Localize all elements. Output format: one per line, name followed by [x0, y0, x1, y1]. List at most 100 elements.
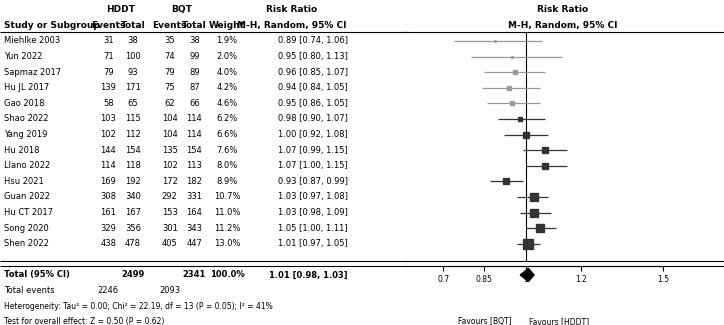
Text: 1.5: 1.5: [657, 275, 670, 284]
Text: Yun 2022: Yun 2022: [4, 52, 43, 61]
Text: 192: 192: [125, 177, 141, 186]
Text: 6.2%: 6.2%: [216, 114, 237, 124]
Text: 308: 308: [101, 192, 117, 202]
Text: 113: 113: [186, 161, 202, 170]
Text: 8.0%: 8.0%: [216, 161, 237, 170]
Text: 0.94 [0.84, 1.05]: 0.94 [0.84, 1.05]: [278, 83, 348, 92]
Text: 114: 114: [186, 130, 202, 139]
Text: 0.98 [0.90, 1.07]: 0.98 [0.90, 1.07]: [278, 114, 348, 124]
Text: 1.03 [0.97, 1.08]: 1.03 [0.97, 1.08]: [278, 192, 348, 202]
Text: 169: 169: [101, 177, 117, 186]
Text: HDDT: HDDT: [106, 5, 135, 14]
Text: 0.7: 0.7: [437, 275, 449, 284]
Text: 31: 31: [103, 36, 114, 46]
Text: Llano 2022: Llano 2022: [4, 161, 51, 170]
Text: 112: 112: [125, 130, 141, 139]
Text: Weight: Weight: [209, 21, 245, 30]
Text: 1: 1: [523, 275, 528, 284]
Text: 438: 438: [101, 239, 117, 248]
Text: 87: 87: [189, 83, 200, 92]
Text: Total (95% CI): Total (95% CI): [4, 270, 70, 280]
Text: 0.89 [0.74, 1.06]: 0.89 [0.74, 1.06]: [278, 36, 348, 46]
Text: 1.9%: 1.9%: [216, 36, 237, 46]
Text: 99: 99: [189, 52, 200, 61]
Text: 292: 292: [162, 192, 177, 202]
Text: Yang 2019: Yang 2019: [4, 130, 48, 139]
Text: Miehlke 2003: Miehlke 2003: [4, 36, 60, 46]
Text: 8.9%: 8.9%: [216, 177, 237, 186]
Text: 100.0%: 100.0%: [210, 270, 245, 280]
Text: 102: 102: [101, 130, 117, 139]
Text: 2.0%: 2.0%: [216, 52, 237, 61]
Text: 11.0%: 11.0%: [214, 208, 240, 217]
Text: 172: 172: [162, 177, 177, 186]
Text: 329: 329: [101, 224, 117, 233]
Text: Total: Total: [182, 21, 206, 30]
Text: 182: 182: [186, 177, 202, 186]
Text: 331: 331: [186, 192, 202, 202]
Text: 7.6%: 7.6%: [216, 146, 237, 155]
Polygon shape: [521, 268, 534, 281]
Text: 79: 79: [103, 68, 114, 77]
Text: Total events: Total events: [4, 286, 55, 295]
Text: 89: 89: [189, 68, 200, 77]
Text: 301: 301: [162, 224, 177, 233]
Text: 118: 118: [125, 161, 141, 170]
Text: 139: 139: [101, 83, 117, 92]
Text: 104: 104: [162, 114, 177, 124]
Text: 1.05 [1.00, 1.11]: 1.05 [1.00, 1.11]: [278, 224, 348, 233]
Text: 447: 447: [186, 239, 202, 248]
Text: 0.85: 0.85: [476, 275, 493, 284]
Text: 161: 161: [101, 208, 117, 217]
Text: 2246: 2246: [98, 286, 119, 295]
Text: 164: 164: [186, 208, 202, 217]
Text: 102: 102: [162, 161, 177, 170]
Text: Risk Ratio: Risk Ratio: [266, 5, 317, 14]
Text: Guan 2022: Guan 2022: [4, 192, 50, 202]
Text: 340: 340: [125, 192, 141, 202]
Text: 0.95 [0.86, 1.05]: 0.95 [0.86, 1.05]: [278, 99, 348, 108]
Text: Favours [HDDT]: Favours [HDDT]: [529, 317, 589, 325]
Text: 144: 144: [101, 146, 117, 155]
Text: 4.2%: 4.2%: [216, 83, 237, 92]
Text: 6.6%: 6.6%: [216, 130, 237, 139]
Text: Events: Events: [91, 21, 125, 30]
Text: Hu JL 2017: Hu JL 2017: [4, 83, 49, 92]
Text: Sapmaz 2017: Sapmaz 2017: [4, 68, 62, 77]
Text: 100: 100: [125, 52, 141, 61]
Text: Total: Total: [121, 21, 146, 30]
Text: 1.00 [0.92, 1.08]: 1.00 [0.92, 1.08]: [278, 130, 348, 139]
Text: Favours [BQT]: Favours [BQT]: [458, 317, 511, 325]
Text: 114: 114: [101, 161, 117, 170]
Text: 58: 58: [103, 99, 114, 108]
Text: 343: 343: [186, 224, 202, 233]
Text: 104: 104: [162, 130, 177, 139]
Text: 356: 356: [125, 224, 141, 233]
Text: 65: 65: [127, 99, 138, 108]
Text: Study or Subgroup: Study or Subgroup: [4, 21, 100, 30]
Text: Shao 2022: Shao 2022: [4, 114, 49, 124]
Text: 0.95 [0.80, 1.13]: 0.95 [0.80, 1.13]: [278, 52, 348, 61]
Text: 74: 74: [164, 52, 175, 61]
Text: Hsu 2021: Hsu 2021: [4, 177, 44, 186]
Text: 11.2%: 11.2%: [214, 224, 240, 233]
Text: 66: 66: [189, 99, 200, 108]
Text: Song 2020: Song 2020: [4, 224, 49, 233]
Text: 75: 75: [164, 83, 175, 92]
Text: 2499: 2499: [122, 270, 145, 280]
Text: 478: 478: [125, 239, 141, 248]
Text: 115: 115: [125, 114, 141, 124]
Text: 1.07 [0.99, 1.15]: 1.07 [0.99, 1.15]: [278, 146, 348, 155]
Text: 2093: 2093: [159, 286, 180, 295]
Text: Hu CT 2017: Hu CT 2017: [4, 208, 53, 217]
Text: 4.0%: 4.0%: [216, 68, 237, 77]
Text: 135: 135: [162, 146, 177, 155]
Text: 38: 38: [127, 36, 138, 46]
Text: 0.96 [0.85, 1.07]: 0.96 [0.85, 1.07]: [278, 68, 348, 77]
Text: 1.01 [0.98, 1.03]: 1.01 [0.98, 1.03]: [269, 270, 348, 280]
Text: 167: 167: [125, 208, 141, 217]
Text: 1.2: 1.2: [575, 275, 586, 284]
Text: 2341: 2341: [182, 270, 206, 280]
Text: Gao 2018: Gao 2018: [4, 99, 45, 108]
Text: Hu 2018: Hu 2018: [4, 146, 40, 155]
